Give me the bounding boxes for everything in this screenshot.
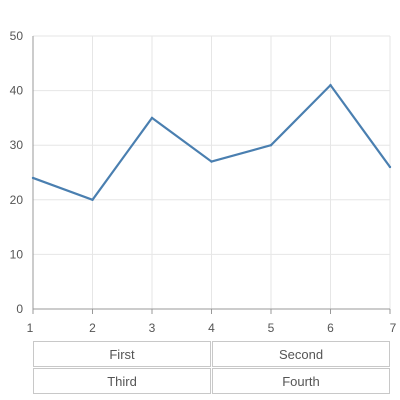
y-tick-label: 30 bbox=[10, 138, 24, 152]
second-button[interactable]: Second bbox=[212, 341, 390, 367]
data-point bbox=[91, 198, 94, 201]
data-point bbox=[329, 83, 332, 87]
third-button[interactable]: Third bbox=[33, 368, 211, 394]
x-tick-label: 6 bbox=[327, 321, 334, 335]
data-point bbox=[210, 160, 213, 163]
line-chart: 0 10 20 30 40 50 1 2 3 4 5 6 7 bbox=[10, 29, 397, 335]
y-tick-label: 10 bbox=[10, 247, 24, 261]
data-point bbox=[388, 165, 392, 169]
x-tick-label: 2 bbox=[89, 321, 96, 335]
x-tick-label: 4 bbox=[208, 321, 215, 335]
fourth-button[interactable]: Fourth bbox=[212, 368, 390, 394]
y-tick-label: 50 bbox=[10, 29, 24, 43]
data-point bbox=[150, 116, 154, 120]
y-tick-label: 20 bbox=[10, 193, 24, 207]
first-button[interactable]: First bbox=[33, 341, 211, 367]
x-tick-label: 7 bbox=[390, 321, 397, 335]
x-tick-label: 3 bbox=[149, 321, 156, 335]
y-tick-label: 0 bbox=[16, 302, 23, 316]
data-point bbox=[269, 144, 273, 147]
y-tick-label: 40 bbox=[10, 84, 24, 98]
button-grid: First Second Third Fourth bbox=[33, 341, 390, 394]
chart-svg: 0 10 20 30 40 50 1 2 3 4 5 6 7 bbox=[10, 29, 397, 335]
x-tick-label: 1 bbox=[27, 321, 34, 335]
x-tick-label: 5 bbox=[268, 321, 275, 335]
data-point bbox=[31, 176, 35, 180]
